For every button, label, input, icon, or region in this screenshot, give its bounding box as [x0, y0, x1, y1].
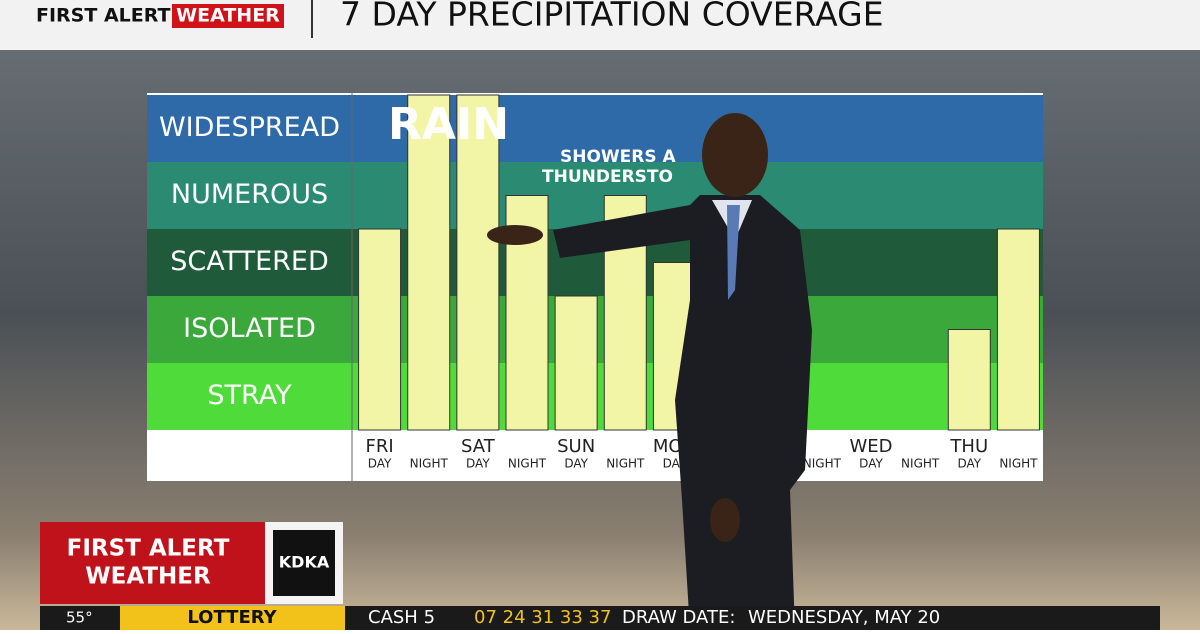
y-tick-label: NUMEROUS — [171, 179, 328, 210]
header-brand-red: WEATHER — [176, 5, 280, 27]
annotation: RAIN — [388, 99, 509, 150]
coverage-band — [147, 162, 1043, 229]
ticker-draw-label: DRAW DATE: — [622, 607, 735, 628]
annotation: SHOWERS A — [560, 147, 677, 167]
bar — [996, 228, 1040, 431]
x-tick-label: THU — [949, 436, 988, 457]
chart: STRAY ISOLATED SCATTERED NUMEROUS WIDESPREAD… — [147, 93, 1043, 481]
x-tick-sublabel: DAY — [564, 457, 588, 471]
x-tick-label: FRI — [365, 436, 393, 457]
x-tick-sublabel: DAY — [859, 457, 883, 471]
x-tick-sublabel: NIGHT — [606, 457, 645, 471]
y-tick-label: SCATTERED — [170, 246, 329, 277]
ticker-draw-date: WEDNESDAY, MAY 20 — [748, 607, 940, 628]
bar — [947, 329, 991, 431]
header-title: 7 DAY PRECIPITATION COVERAGE — [340, 0, 884, 34]
annotation: THUNDERSTO — [542, 167, 673, 187]
ticker-label: LOTTERY — [187, 607, 277, 628]
x-tick-sublabel: DAY — [957, 457, 981, 471]
bar — [554, 295, 598, 431]
x-tick-sublabel: NIGHT — [410, 457, 449, 471]
bug-line2: WEATHER — [85, 564, 211, 590]
x-tick-label: SUN — [557, 436, 595, 457]
x-tick-sublabel: DAY — [466, 457, 490, 471]
bar — [358, 228, 402, 431]
x-tick-sublabel: DAY — [368, 457, 392, 471]
coverage-band — [147, 95, 1043, 162]
presenter — [487, 113, 812, 630]
bug-box — [40, 522, 265, 604]
bar — [407, 94, 451, 431]
x-tick-sublabel: NIGHT — [508, 457, 547, 471]
ticker-temp: 55° — [66, 609, 93, 627]
ticker-label-box — [120, 606, 345, 630]
x-tick-sublabel: NIGHT — [901, 457, 940, 471]
bug-line1: FIRST ALERT — [67, 536, 230, 562]
header-brand: FIRST ALERT — [36, 5, 171, 27]
header-brand-box — [172, 4, 284, 28]
y-tick-label: STRAY — [207, 380, 292, 411]
bar — [456, 94, 500, 431]
x-tick-sublabel: NIGHT — [803, 457, 842, 471]
station-name: KDKA — [279, 553, 330, 572]
x-tick-sublabel: NIGHT — [999, 457, 1038, 471]
station-logo — [273, 530, 335, 596]
ticker-game: CASH 5 — [368, 607, 435, 628]
y-tick-label: ISOLATED — [183, 313, 316, 344]
x-tick-label: SAT — [461, 436, 496, 457]
ticker-numbers: 07 24 31 33 37 — [474, 607, 611, 628]
x-tick-label: WED — [849, 436, 892, 457]
y-tick-label: WIDESPREAD — [159, 112, 340, 143]
